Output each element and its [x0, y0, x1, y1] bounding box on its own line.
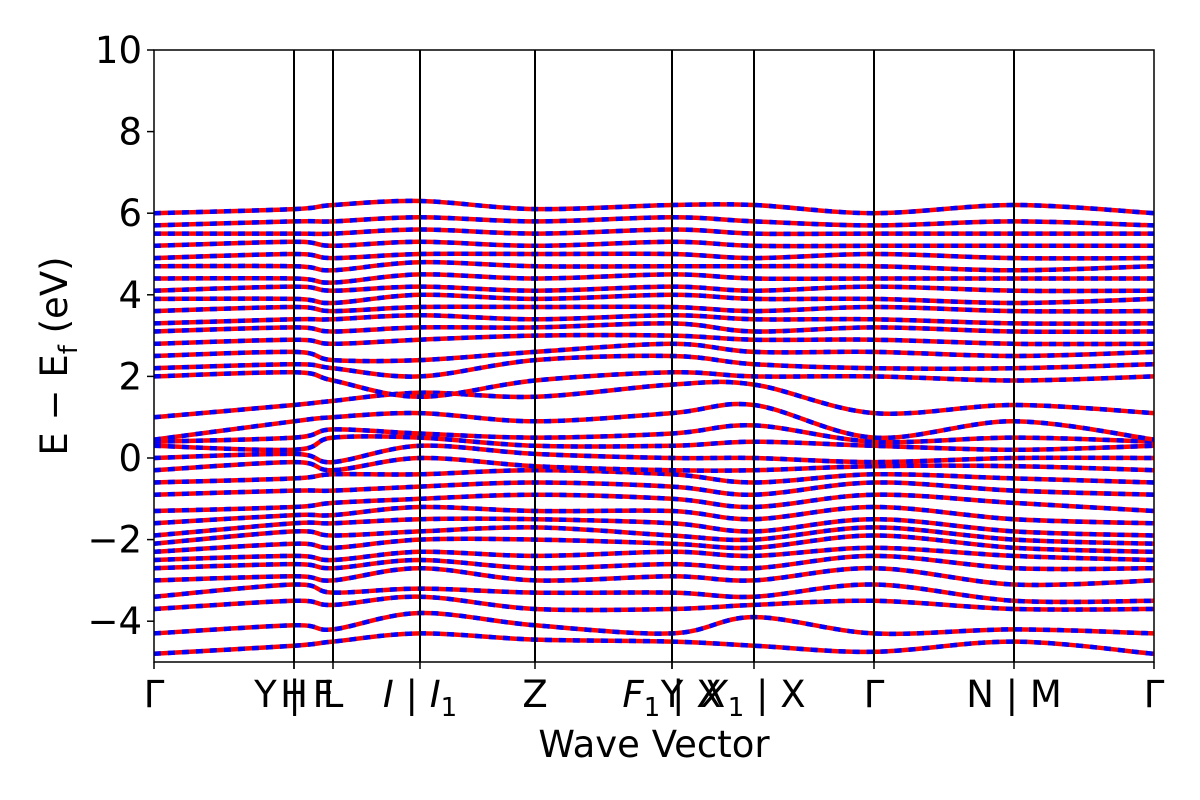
band-29-spin-up	[154, 284, 1154, 294]
band-36-spin-up	[154, 198, 1154, 216]
plot-frame	[153, 49, 1155, 663]
y-tick-label: −2	[87, 519, 142, 562]
band-33-spin-up	[154, 239, 1154, 249]
x-tick-label: X1 | X	[700, 673, 805, 723]
y-tick-label: 6	[118, 192, 142, 235]
band-1-spin-up	[154, 631, 1154, 657]
x-axis-title: Wave Vector	[538, 723, 770, 766]
x-tick-label: Z	[522, 673, 547, 716]
band-25-spin-down	[154, 321, 1154, 335]
x-tick-label: H	[280, 673, 308, 716]
band-28-spin-down	[154, 292, 1154, 306]
band-31-spin-up	[154, 259, 1154, 273]
y-axis-ticks: −4 −2 0 2 4 6 8 10	[87, 29, 154, 643]
band-27-spin-down	[154, 304, 1154, 314]
band-lines	[154, 198, 1154, 657]
band-4-spin-down	[154, 582, 1154, 605]
band-36-spin-down	[154, 198, 1154, 216]
band-1-spin-down	[154, 631, 1154, 657]
band-24-spin-down	[154, 332, 1154, 347]
y-axis-title: E − Ef (eV)	[33, 256, 84, 455]
band-22-spin-down	[154, 353, 1154, 379]
band-7-spin-down	[154, 545, 1154, 563]
y-tick-label: 4	[118, 274, 142, 317]
band-28-spin-up	[154, 292, 1154, 306]
x-tick-label: L	[323, 673, 344, 716]
band-18-spin-down	[154, 422, 1154, 445]
band-15-spin-up	[154, 455, 1154, 473]
band-20-spin-down	[154, 379, 1154, 420]
y-tick-label: 0	[118, 437, 142, 480]
band-26-spin-up	[154, 312, 1154, 326]
band-10-spin-down	[154, 516, 1154, 538]
x-tick-label: F1 | X	[622, 673, 721, 723]
y-tick-label: 2	[118, 355, 142, 398]
band-32-spin-down	[154, 251, 1154, 261]
y-tick-label: −4	[87, 600, 142, 643]
band-13-spin-down	[154, 480, 1154, 497]
band-29-spin-down	[154, 284, 1154, 294]
x-tick-label: Γ	[864, 673, 885, 716]
band-2-spin-down	[154, 610, 1154, 637]
y-axis-title-unit-space	[33, 333, 76, 345]
x-tick-label: N | M	[966, 673, 1062, 716]
band-30-spin-up	[154, 272, 1154, 285]
band-14-spin-up	[154, 467, 1154, 485]
band-33-spin-down	[154, 239, 1154, 249]
band-20-spin-up	[154, 379, 1154, 420]
x-tick-label: I | I1	[383, 673, 457, 723]
band-34-spin-up	[154, 227, 1154, 237]
band-27-spin-up	[154, 304, 1154, 314]
band-23-spin-up	[154, 341, 1154, 364]
band-5-spin-up	[154, 565, 1154, 588]
band-19-spin-down	[154, 401, 1154, 442]
x-tick-label: Y | F	[253, 673, 334, 716]
band-35-spin-up	[154, 215, 1154, 228]
y-axis-title-main: E − E	[33, 354, 76, 455]
band-8-spin-down	[154, 533, 1154, 555]
y-tick-label: 10	[95, 29, 142, 72]
high-symmetry-lines	[293, 50, 1015, 662]
band-11-spin-down	[154, 504, 1154, 526]
band-21-spin-down	[154, 369, 1154, 400]
band-30-spin-down	[154, 272, 1154, 285]
x-tick-label: Y	[660, 673, 684, 716]
band-17-spin-up	[154, 434, 1154, 453]
band-9-spin-down	[154, 525, 1154, 546]
y-axis-title-subscript: f	[54, 344, 84, 354]
x-tick-label: Γ	[1144, 673, 1165, 716]
band-3-spin-down	[154, 594, 1154, 613]
band-13-spin-up	[154, 480, 1154, 497]
x-tick-label: Γ	[144, 673, 165, 716]
x-axis-ticks: Γ Y | FH L I | I1 Z F1 | XY X1 | X Γ N | M Γ	[144, 662, 1165, 723]
band-31-spin-down	[154, 259, 1154, 273]
band-16-spin-up	[154, 443, 1154, 465]
y-axis-title-unit: (eV)	[33, 256, 76, 333]
band-7-spin-up	[154, 545, 1154, 563]
band-18-spin-up	[154, 422, 1154, 445]
y-tick-label: 8	[118, 111, 142, 154]
band-12-spin-down	[154, 492, 1154, 514]
band-32-spin-up	[154, 251, 1154, 261]
band-6-spin-down	[154, 553, 1154, 572]
